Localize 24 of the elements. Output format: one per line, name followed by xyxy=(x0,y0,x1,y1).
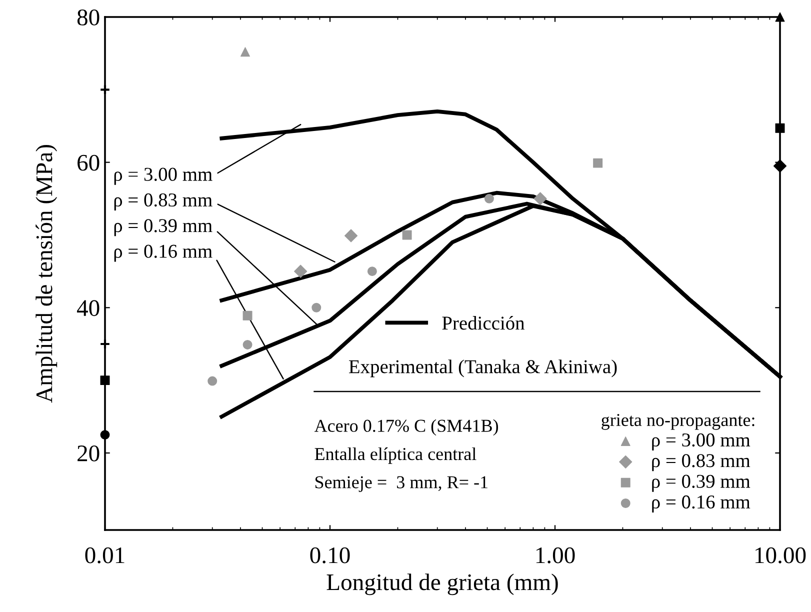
annotation: Entalla elíptica central xyxy=(314,447,476,464)
annotation: Acero 0.17% C (SM41B) xyxy=(314,419,498,436)
x-tick-label: 1.00 xyxy=(536,547,575,564)
annotation: ρ = 0.83 mm xyxy=(114,193,212,210)
annotation: ρ = 3.00 mm xyxy=(114,168,212,185)
legend-label: ρ = 3.00 mm xyxy=(652,433,750,450)
legend-label: ρ = 0.39 mm xyxy=(652,474,750,492)
legend-label: ρ = 0.16 mm xyxy=(652,495,750,512)
legend-label: ρ = 0.83 mm xyxy=(652,454,750,472)
y-tick-label: 60 xyxy=(78,154,100,171)
y-tick-label: 20 xyxy=(78,445,100,462)
annotation: Semieje = 3 mm, R= -1 xyxy=(315,476,488,492)
annotation: ρ = 0.16 mm xyxy=(114,244,212,262)
annotation: Experimental (Tanaka & Akiniwa) xyxy=(348,360,617,378)
y-tick-label: 80 xyxy=(77,9,100,26)
x-tick-label: 0.01 xyxy=(85,547,124,564)
x-tick-label: 10.00 xyxy=(756,547,806,564)
y-axis-title: Amplitud de tensión (MPa) xyxy=(36,145,58,403)
x-tick-label: 0.10 xyxy=(310,547,350,564)
legend-title: grieta no-propagante: xyxy=(602,414,754,430)
y-tick-label: 40 xyxy=(76,300,100,316)
legend-label: Predicción xyxy=(442,316,525,330)
x-axis-title: Longitud de grieta (mm) xyxy=(326,574,558,596)
annotation: ρ = 0.39 mm xyxy=(114,219,212,236)
